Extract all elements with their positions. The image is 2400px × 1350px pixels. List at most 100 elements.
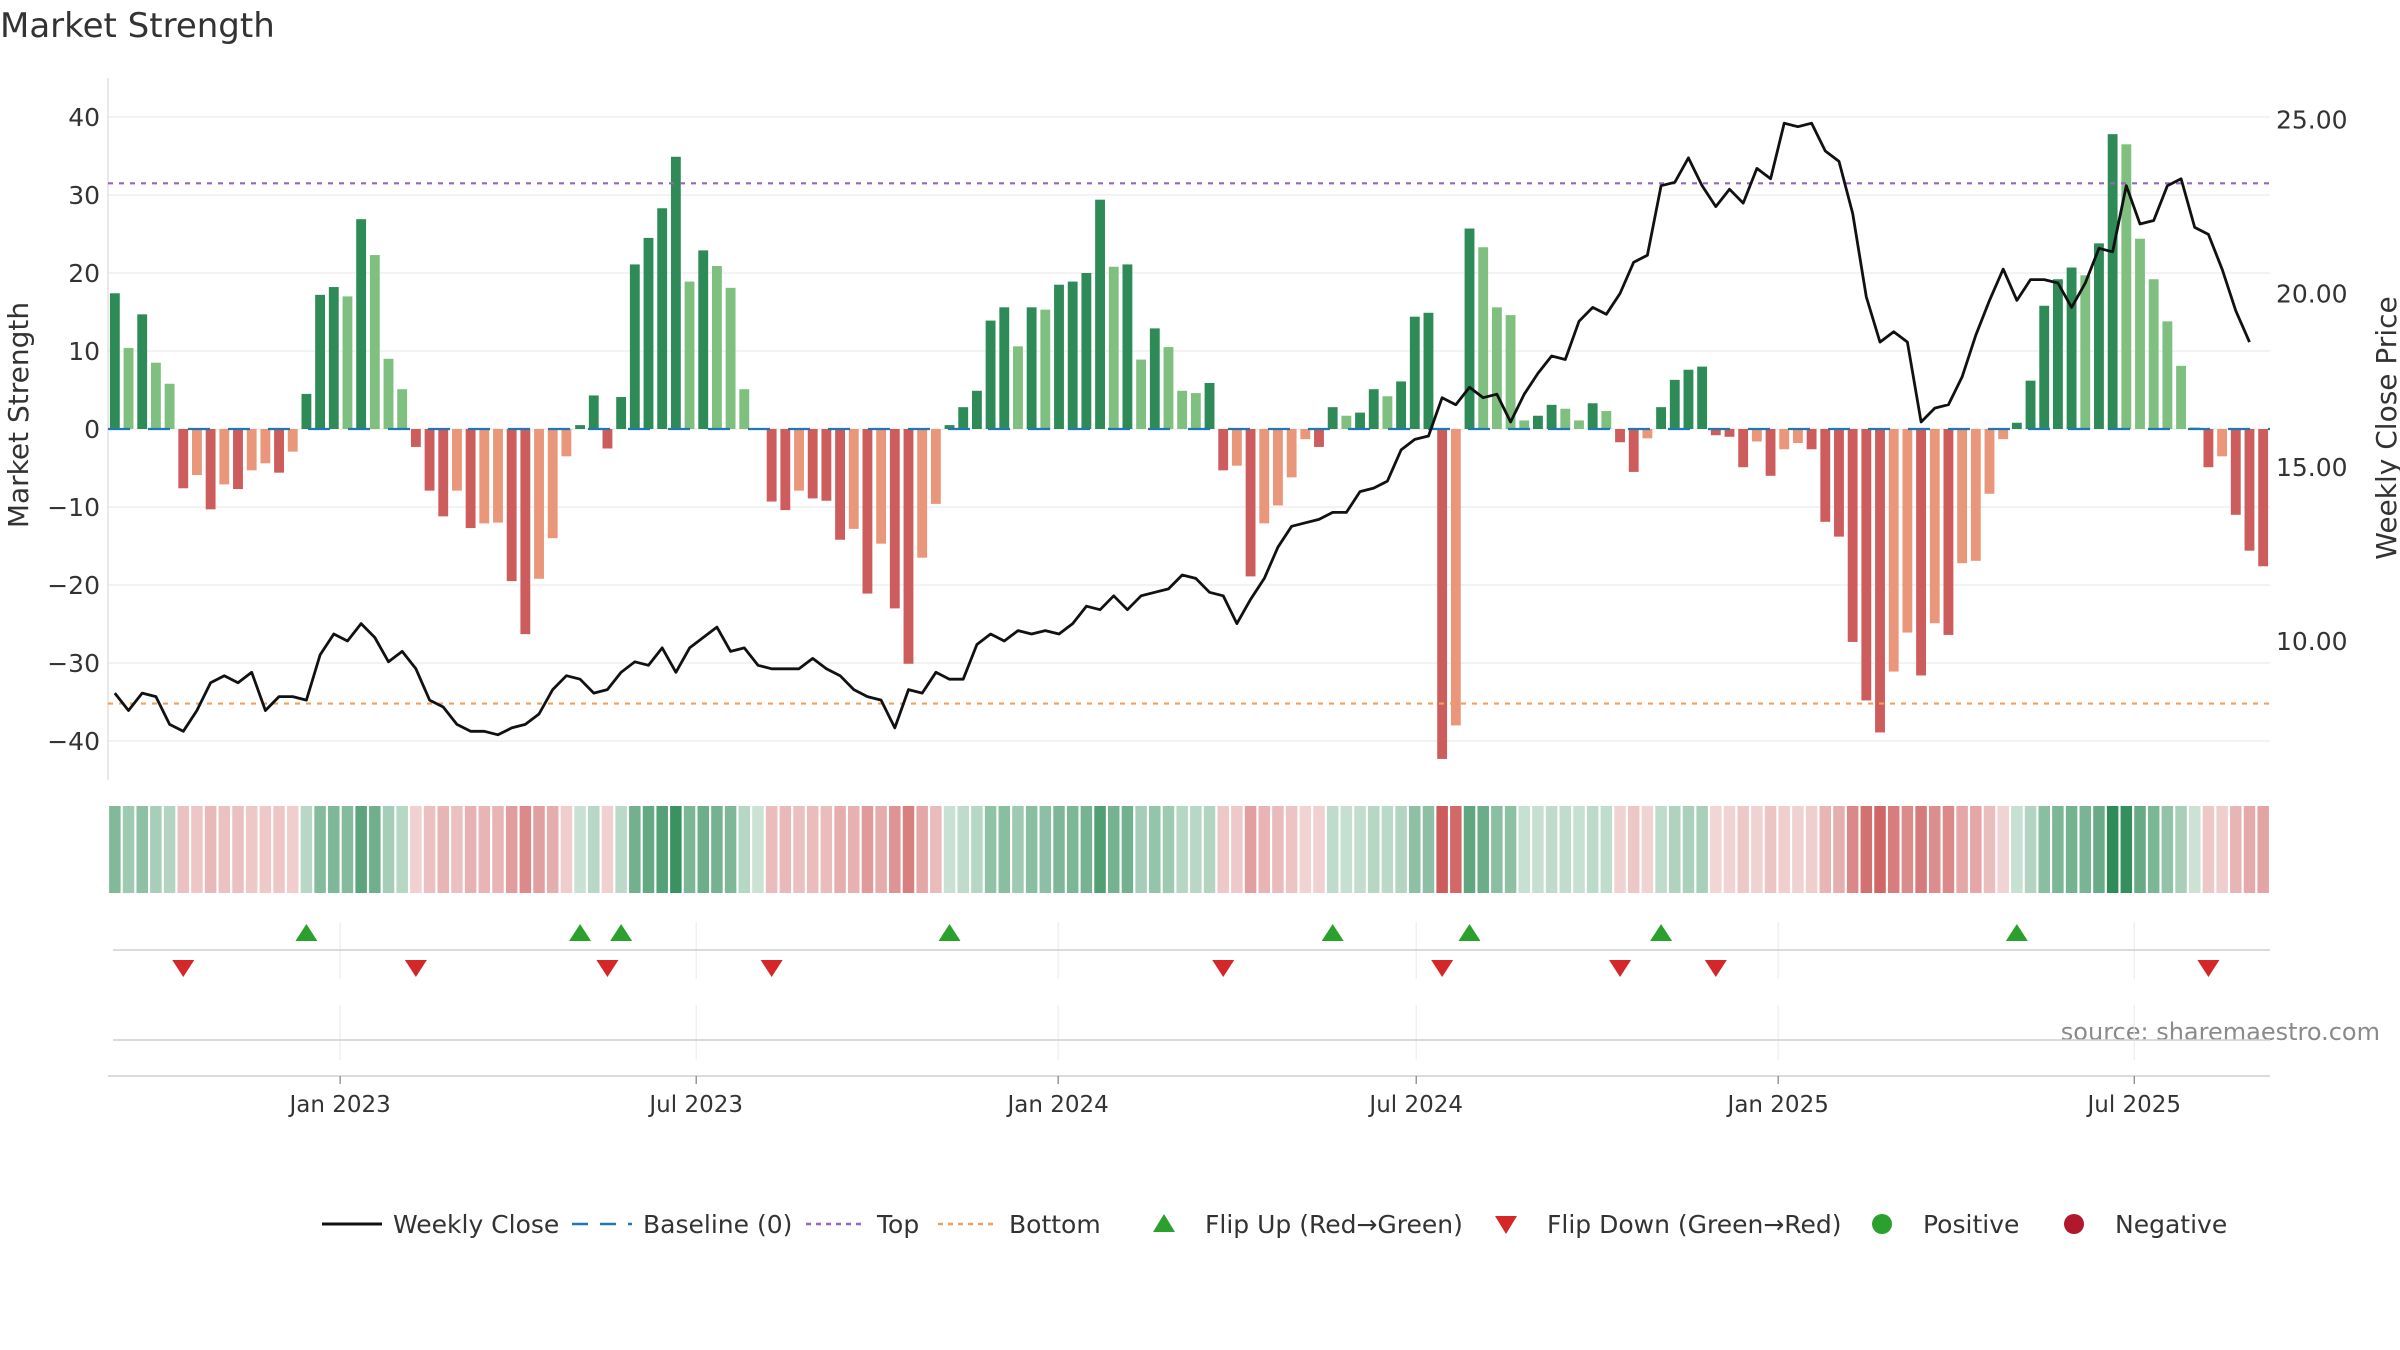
- strength-bar-positive: [1013, 346, 1023, 429]
- strength-bar-negative: [410, 429, 421, 447]
- strength-bar-negative: [766, 429, 777, 502]
- x-tick-label: Jul 2025: [2085, 1092, 2181, 1118]
- heat-cell: [1915, 806, 1927, 893]
- heat-cell: [752, 806, 764, 893]
- strength-bar-negative: [1779, 429, 1790, 450]
- strength-bar-positive: [971, 390, 982, 429]
- heat-cell: [218, 806, 231, 893]
- y-right-tick-label: 10.00: [2276, 627, 2348, 656]
- heat-cell: [2120, 806, 2133, 893]
- y-left-tick-label: −10: [47, 493, 100, 522]
- strength-bar-positive: [698, 250, 709, 429]
- strength-bar-positive: [1697, 366, 1708, 429]
- heat-cell: [1723, 806, 1736, 893]
- legend-item: Baseline (0): [572, 1210, 792, 1239]
- heat-cell: [273, 806, 285, 893]
- flip-down-marker: [2197, 960, 2220, 977]
- x-tick-label: Jan 2025: [1726, 1092, 1829, 1118]
- legend-item: Weekly Close: [322, 1210, 559, 1239]
- heat-cell: [834, 806, 846, 893]
- strength-bar-positive: [1108, 266, 1119, 429]
- strength-bar-positive: [1574, 420, 1584, 429]
- heat-cell: [1450, 806, 1462, 893]
- heat-cell: [1313, 806, 1325, 893]
- strength-bar-positive: [1669, 379, 1680, 429]
- strength-bar-negative: [2258, 429, 2269, 567]
- strength-bar-negative: [1628, 429, 1639, 472]
- strength-bar-negative: [1314, 429, 1324, 447]
- strength-bar-positive: [616, 397, 627, 429]
- legend-item: Flip Up (Red→Green): [1153, 1210, 1463, 1239]
- heat-cell: [998, 806, 1011, 893]
- strength-bar-positive: [1491, 307, 1502, 429]
- heat-cell: [1805, 806, 1818, 893]
- heat-cell: [670, 806, 682, 893]
- chart-title: Market Strength: [0, 6, 275, 46]
- heat-cell: [1436, 806, 1448, 893]
- heat-cell: [1176, 806, 1188, 893]
- heat-cell: [820, 806, 833, 893]
- heat-cell: [2188, 806, 2201, 893]
- strength-bar-negative: [506, 429, 517, 582]
- heat-cell: [1340, 806, 1353, 893]
- heat-cell: [341, 806, 354, 893]
- heat-cell: [1614, 806, 1626, 893]
- y-left-tick-label: 40: [68, 103, 100, 132]
- heat-cell: [1819, 806, 1832, 893]
- strength-bar-positive: [1040, 309, 1051, 429]
- legend-label: Top: [876, 1210, 919, 1239]
- strength-bar-negative: [192, 429, 202, 476]
- strength-bar-positive: [1095, 199, 1105, 429]
- heat-cell: [1217, 806, 1229, 893]
- strength-bar-negative: [219, 429, 230, 485]
- strength-bar-positive: [725, 287, 736, 429]
- heat-cell: [369, 806, 381, 893]
- strength-bar-positive: [1204, 382, 1215, 429]
- heat-cell: [656, 806, 668, 893]
- heat-cell: [1792, 806, 1804, 893]
- heat-cell: [2202, 806, 2215, 893]
- heat-cell: [1381, 806, 1394, 893]
- strength-bar-negative: [1792, 429, 1803, 444]
- strength-bar-negative: [862, 429, 873, 594]
- y-left-tick-label: 0: [84, 415, 100, 444]
- heat-cell: [1696, 806, 1708, 893]
- strength-bar-negative: [1861, 429, 1872, 701]
- flip-down-marker: [596, 960, 619, 977]
- heat-cell: [861, 806, 874, 893]
- strength-bar-positive: [1656, 407, 1667, 429]
- strength-bar-negative: [1847, 429, 1858, 642]
- heat-cell: [848, 806, 860, 893]
- legend-label: Flip Down (Green→Red): [1547, 1210, 1842, 1239]
- flip-down-marker: [404, 960, 427, 977]
- heat-cell: [1121, 806, 1134, 893]
- strength-bar-positive: [1341, 415, 1352, 429]
- strength-bar-positive: [657, 208, 668, 429]
- strength-bar-negative: [1806, 429, 1817, 450]
- strength-bar-positive: [1355, 412, 1365, 429]
- strength-bar-positive: [1601, 411, 1612, 429]
- strength-bar-positive: [109, 293, 120, 429]
- heat-cell: [902, 806, 915, 893]
- flip-up-marker: [1321, 924, 1344, 941]
- strength-bar-positive: [629, 264, 640, 429]
- strength-bar-positive: [150, 362, 161, 429]
- heat-cell: [232, 806, 244, 893]
- heat-cell: [1367, 806, 1380, 893]
- heat-cell: [150, 806, 162, 893]
- source-note: source: sharemaestro.com: [2061, 1018, 2380, 1046]
- strength-bar-positive: [2107, 134, 2118, 429]
- heat-cell: [1299, 806, 1312, 893]
- strength-bar-negative: [246, 429, 257, 471]
- heat-cell: [177, 806, 190, 893]
- heat-cell: [1600, 806, 1613, 893]
- strength-bar-positive: [1533, 415, 1543, 429]
- heat-cell: [560, 806, 573, 893]
- y-left-tick-label: 20: [68, 259, 100, 288]
- y-left-tick-label: −30: [47, 649, 100, 678]
- legend-item: Positive: [1872, 1210, 2019, 1239]
- flip-up-marker: [569, 924, 592, 941]
- strength-bar-negative: [178, 429, 189, 489]
- heat-cell: [355, 806, 367, 893]
